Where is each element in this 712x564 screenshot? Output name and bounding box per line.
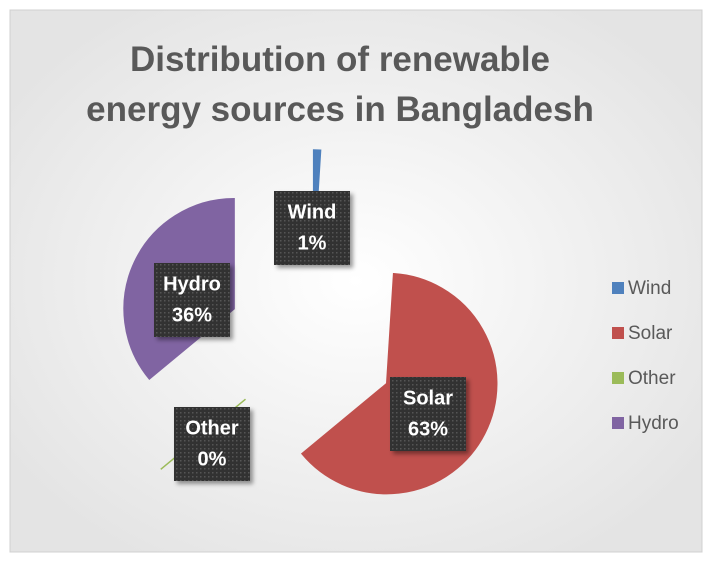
- legend-label: Wind: [628, 278, 671, 299]
- legend-marker: [612, 417, 624, 429]
- data-label-category: Hydro: [163, 273, 221, 295]
- legend-label: Solar: [628, 323, 673, 344]
- legend-marker: [612, 282, 624, 294]
- data-label-category: Solar: [403, 387, 453, 409]
- legend-label: Other: [628, 368, 676, 389]
- data-label-box: [274, 191, 350, 265]
- data-label-box: [154, 263, 230, 337]
- data-label-value: 36%: [172, 304, 212, 326]
- data-label-value: 63%: [408, 418, 448, 440]
- legend-label: Hydro: [628, 413, 679, 434]
- legend-marker: [612, 372, 624, 384]
- legend-marker: [612, 327, 624, 339]
- data-label-box: [390, 377, 466, 451]
- data-label-value: 1%: [298, 232, 327, 254]
- data-label-box: [174, 407, 250, 481]
- data-label-value: 0%: [198, 448, 227, 470]
- data-label-category: Wind: [288, 201, 337, 223]
- data-label-category: Other: [185, 417, 239, 439]
- chart-title: Distribution of renewable energy sources …: [86, 40, 594, 129]
